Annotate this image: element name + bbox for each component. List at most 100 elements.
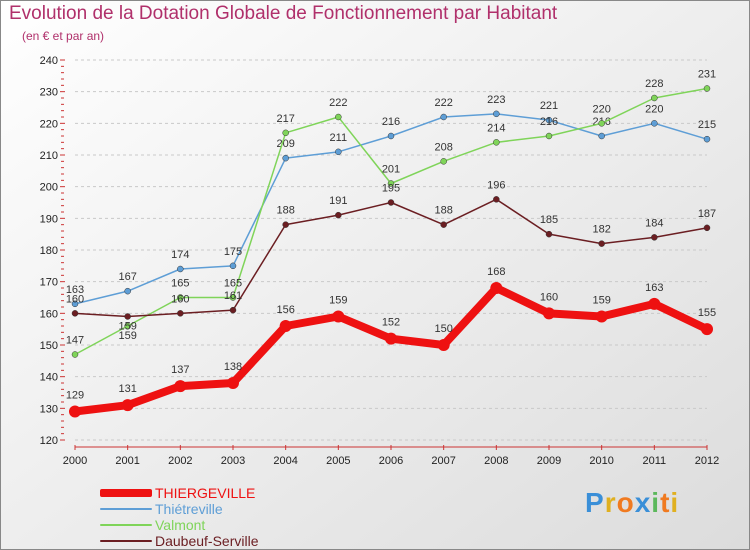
data-point [543,307,555,320]
chart-title: Evolution de la Dotation Globale de Fonc… [9,3,558,24]
data-label: 160 [171,293,189,305]
legend-swatch-thiergeville [100,489,152,497]
x-tick-label: 2008 [484,455,508,467]
data-point [598,240,605,247]
data-label: 220 [645,103,663,115]
data-point [703,85,711,92]
data-point [385,332,397,345]
data-label: 165 [224,278,242,290]
y-tick-label: 120 [40,435,58,447]
data-label: 221 [540,100,558,112]
data-point [387,180,395,187]
data-point [648,297,661,310]
logo-letter: i [651,487,661,518]
data-point [177,294,184,301]
data-label: 138 [224,361,242,373]
logo-letter: P [585,487,605,518]
data-point [332,310,345,323]
data-label: 222 [329,97,347,109]
data-label: 137 [171,364,189,376]
x-tick-label: 2001 [115,455,139,467]
x-tick-label: 2002 [168,455,192,467]
data-point [335,148,342,156]
chart-subtitle: (en € et par an) [22,29,105,43]
data-label: 220 [592,103,610,115]
data-point [229,262,237,270]
data-label: 184 [645,217,663,229]
data-label: 168 [487,266,505,278]
data-point [282,221,289,228]
data-point [121,399,134,412]
logo-letter: r [604,487,617,518]
x-tick-label: 2000 [63,455,87,467]
data-point [595,310,608,323]
x-tick-label: 2005 [326,455,350,467]
x-tick-label: 2006 [379,455,403,467]
data-point [493,196,500,203]
data-point [282,129,289,137]
data-label: 160 [66,293,84,305]
data-label: 167 [118,271,136,283]
legend-label-valmont: Valmont [155,517,206,533]
data-label: 223 [487,94,505,106]
legend-label-thietreville: Thiétreville [155,501,223,517]
x-tick-label: 2007 [431,455,455,467]
data-label: 155 [698,307,716,319]
data-point [282,154,289,162]
data-point [490,282,503,294]
data-label: 185 [540,214,558,226]
data-label: 182 [592,224,610,236]
y-tick-label: 170 [40,277,58,289]
data-label: 215 [698,119,716,131]
y-tick-label: 180 [40,245,58,257]
data-label: 216 [540,116,558,128]
y-tick-label: 240 [40,55,58,67]
y-tick-label: 200 [40,182,58,194]
data-label: 188 [276,205,294,217]
data-label: 195 [382,183,400,195]
series-line [74,113,708,305]
data-point [174,380,187,393]
data-label: 159 [118,321,136,333]
data-label: 163 [66,284,84,296]
data-point [598,132,605,140]
data-label: 159 [329,295,347,307]
data-point [71,351,79,358]
data-point [545,116,553,124]
legend-label-thiergeville: THIERGEVILLE [155,485,256,501]
data-label: 216 [382,116,400,128]
data-point [229,306,237,314]
data-point [177,265,184,273]
data-label: 129 [66,390,84,402]
data-label: 209 [276,138,294,150]
series-line [74,198,708,318]
data-point [651,234,658,241]
data-point [335,113,342,121]
y-tick-label: 160 [40,308,58,320]
data-label: 152 [382,317,400,329]
y-tick-label: 130 [40,403,58,415]
x-tick-label: 2011 [643,455,667,467]
data-label: 196 [487,179,505,191]
data-point [124,313,131,320]
y-tick-label: 150 [40,340,58,352]
legend-swatch-thietreville [100,508,152,510]
data-point [124,287,131,295]
y-tick-label: 210 [40,150,58,162]
data-point [440,158,447,165]
logo-letter: t [660,487,671,518]
series-line [71,284,711,416]
data-point [651,120,658,127]
data-label: 160 [540,291,558,303]
y-tick-label: 190 [40,213,58,225]
data-point [493,110,500,118]
legend-label-daubeuf-serville: Daubeuf-Serville [155,533,259,549]
data-point [703,224,711,232]
data-point [124,322,131,330]
data-point [437,339,450,351]
y-tick-label: 220 [40,118,58,130]
data-label: 211 [330,132,348,144]
legend-swatch-daubeuf-serville [100,540,152,542]
data-point [701,323,713,336]
